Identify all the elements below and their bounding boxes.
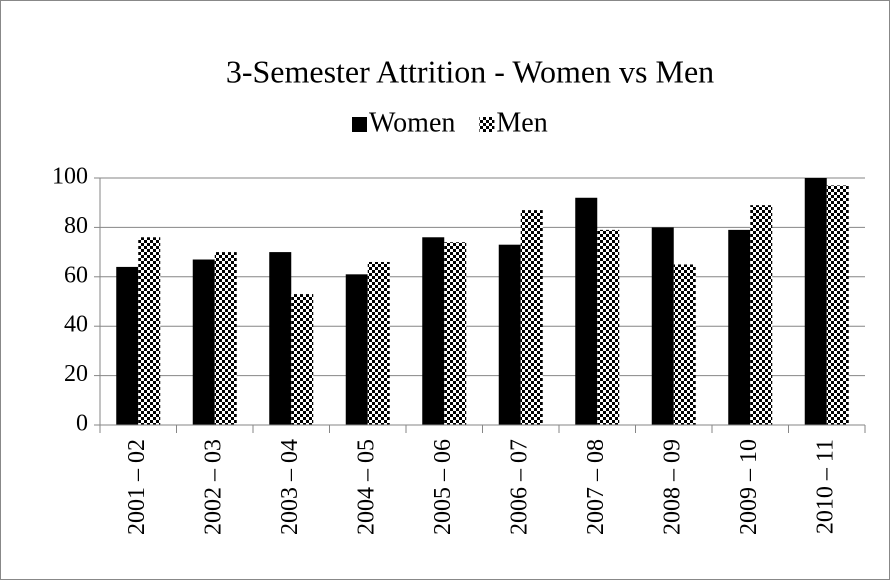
bar [826, 185, 849, 425]
bar [673, 264, 696, 425]
bar [422, 237, 445, 425]
bar [269, 252, 292, 425]
bar [192, 259, 215, 425]
legend-label: Men [496, 107, 547, 138]
x-tick-label: 2010 – 11 [812, 439, 838, 534]
bar [214, 252, 237, 425]
y-tick-label: 20 [64, 361, 88, 387]
legend-swatch [352, 117, 367, 132]
chart-title: 3-Semester Attrition - Women vs Men [226, 53, 714, 89]
y-tick-label: 0 [76, 411, 88, 437]
bar [444, 242, 467, 425]
bar [575, 197, 598, 425]
bar [138, 237, 161, 425]
bar [750, 205, 773, 425]
x-tick-label: 2006 – 07 [506, 439, 532, 535]
bar [367, 261, 390, 425]
legend-label: Women [369, 107, 455, 138]
bar [728, 229, 751, 425]
y-tick-label: 40 [64, 312, 88, 338]
x-tick-label: 2004 – 05 [353, 439, 379, 535]
bar [804, 178, 827, 425]
x-tick-label: 2008 – 09 [659, 439, 685, 535]
x-tick-label: 2001 – 02 [124, 439, 150, 535]
bar [291, 294, 314, 425]
x-tick-label: 2002 – 03 [200, 439, 226, 535]
bar [651, 227, 674, 425]
bar [520, 210, 543, 425]
y-tick-label: 100 [52, 164, 88, 190]
y-tick-label: 60 [64, 262, 88, 288]
y-tick-label: 80 [64, 213, 88, 239]
x-tick-label: 2005 – 06 [430, 439, 456, 535]
bar [597, 229, 620, 425]
bar [116, 266, 139, 425]
x-tick-label: 2009 – 10 [736, 439, 762, 535]
x-tick-label: 2003 – 04 [277, 439, 303, 535]
bar [498, 244, 521, 425]
x-tick-label: 2007 – 08 [583, 439, 609, 535]
bar [345, 274, 368, 425]
legend-swatch [479, 117, 495, 132]
